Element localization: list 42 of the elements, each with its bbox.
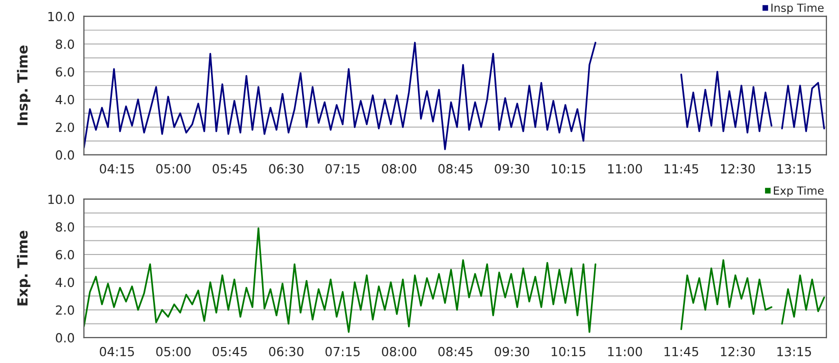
y-tick-label: 4.0 — [56, 94, 74, 104]
x-tick-label: 08:00 — [382, 164, 416, 174]
legend-label: Insp Time — [771, 3, 824, 14]
x-tick-label: 10:15 — [552, 164, 586, 174]
x-tick-label: 11:00 — [608, 346, 642, 356]
x-tick-label: 09:30 — [494, 164, 530, 174]
x-tick-label: 05:00 — [156, 346, 191, 356]
x-tick-label: 11:45 — [664, 347, 698, 356]
x-tick-label: 07:15 — [326, 164, 360, 174]
y-tick-label: 0.0 — [56, 150, 74, 160]
y-tick-label: 6.0 — [56, 67, 74, 77]
x-tick-label: 12:30 — [721, 164, 755, 174]
x-tick-label: 04:15 — [100, 346, 134, 356]
x-tick-label: 12:30 — [721, 346, 755, 356]
y-tick-label: 10.0 — [48, 194, 74, 204]
x-tick-label: 09:30 — [494, 346, 530, 356]
x-tick-label: 08:00 — [382, 346, 416, 356]
x-tick-label: 05:00 — [156, 164, 191, 174]
y-tick-label: 10.0 — [48, 12, 74, 22]
x-tick-label: 11:45 — [664, 164, 698, 174]
y-tick-label: 6.0 — [56, 250, 74, 260]
y-tick-label: 8.0 — [56, 40, 74, 49]
x-tick-label: 08:45 — [438, 164, 472, 174]
y-axis-title: Exp. Time — [16, 230, 30, 306]
x-tick-label: 08:45 — [438, 346, 472, 356]
y-tick-label: 0.0 — [56, 333, 74, 343]
x-tick-label: 13:15 — [777, 346, 811, 356]
y-axis-title: Insp. Time — [16, 45, 30, 126]
x-tick-label: 06:30 — [269, 346, 304, 356]
x-tick-label: 06:30 — [269, 164, 304, 174]
y-tick-label: 8.0 — [56, 222, 74, 232]
x-tick-label: 11:00 — [608, 164, 642, 174]
y-tick-label: 4.0 — [56, 278, 74, 288]
x-tick-label: 13:15 — [777, 164, 811, 174]
x-tick-label: 05:45 — [212, 164, 247, 174]
legend-label: Exp Time — [774, 186, 824, 197]
x-tick-label: 10:15 — [552, 346, 586, 356]
y-tick-label: 2.0 — [56, 305, 74, 315]
x-tick-label: 05:45 — [212, 346, 247, 356]
x-tick-label: 07:15 — [326, 346, 360, 356]
x-tick-label: 04:15 — [100, 164, 134, 174]
y-tick-label: 2.0 — [56, 122, 74, 132]
